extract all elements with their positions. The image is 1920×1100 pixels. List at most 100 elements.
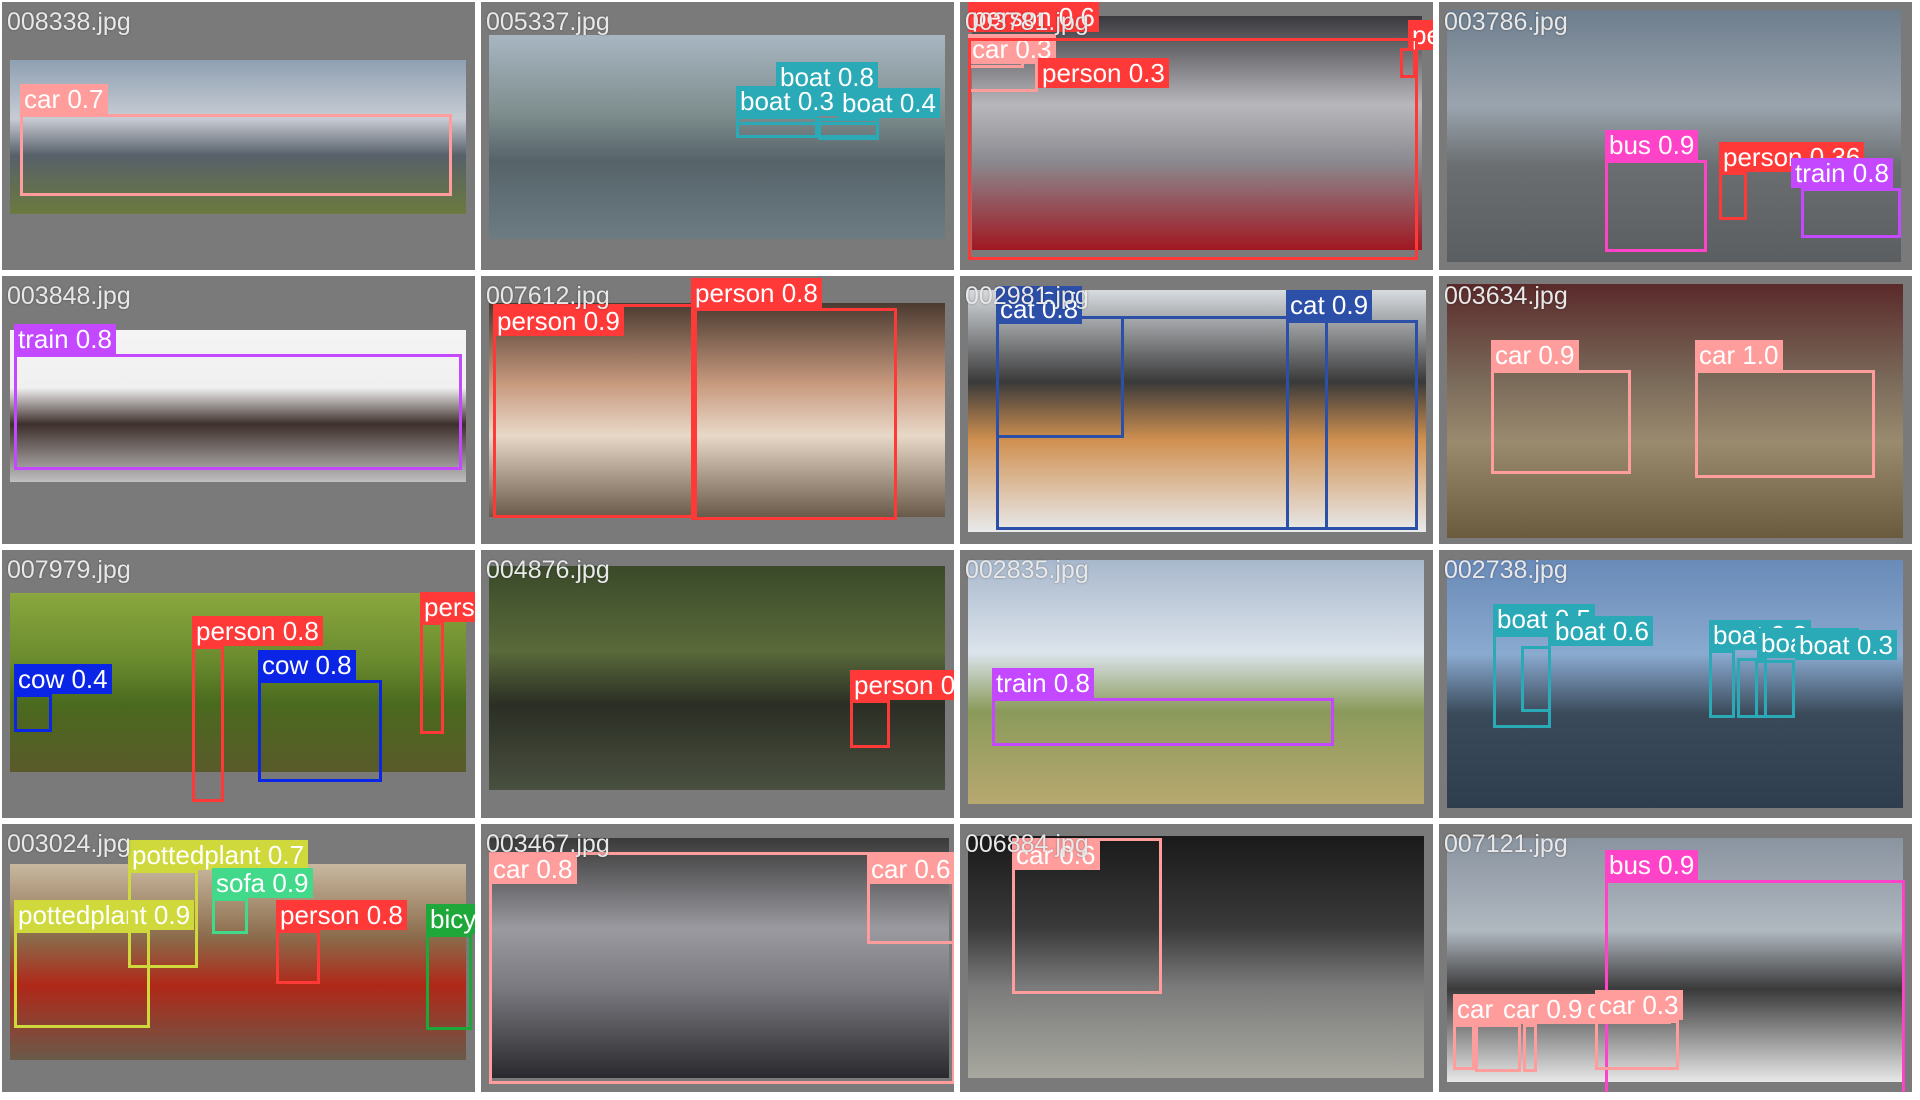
filename-label: 004876.jpg (486, 556, 610, 584)
detection-label-car: car 0.8 (489, 854, 577, 884)
detection-box-boat (1521, 646, 1551, 712)
detection-box-boat (1709, 650, 1735, 718)
filename-label: 008338.jpg (7, 8, 131, 36)
tile-003848-jpg[interactable]: train 0.8 003848.jpg (2, 276, 475, 544)
filename-label: 002835.jpg (965, 556, 1089, 584)
detection-box-pottedplant (14, 930, 150, 1028)
tile-002835-jpg[interactable]: train 0.8 002835.jpg (960, 550, 1433, 818)
detection-label-person: person 0.8 (276, 900, 407, 930)
filename-label: 005337.jpg (486, 8, 610, 36)
detection-box-person (691, 308, 897, 520)
tile-006884-jpg[interactable]: car 0.6 006884.jpg (960, 824, 1433, 1092)
detection-box-cow (14, 694, 52, 732)
detection-box-car (1475, 1024, 1521, 1072)
detection-box-sofa (212, 898, 248, 934)
detection-box-cat (996, 316, 1328, 530)
tile-007612-jpg[interactable]: person 0.9 person 0.8 007612.jpg (481, 276, 954, 544)
filename-label: 006884.jpg (965, 830, 1089, 858)
detection-box-boat (736, 122, 879, 138)
detection-label-car: car 0.6 (867, 854, 954, 884)
detection-label-pottedplant: pottedplant 0.7 (128, 840, 309, 870)
tile-003786-jpg[interactable]: bus 0.9 person 0.36 train 0.8 003786.jpg (1439, 2, 1912, 270)
detection-box-car (1523, 1024, 1537, 1072)
filename-label: 003781.jpg (965, 8, 1089, 36)
detection-box-car (20, 114, 452, 196)
detection-label-cow: cow 0.8 (258, 650, 356, 680)
detection-box-cat (1286, 320, 1418, 530)
detection-box-boat (1737, 658, 1767, 718)
photo-scene (968, 290, 1426, 532)
detection-box-car (1491, 370, 1631, 474)
filename-label: 007121.jpg (1444, 830, 1568, 858)
detection-label-boat: boat 0.8 (776, 62, 878, 92)
detection-label-train: train 0.8 (992, 668, 1094, 698)
detection-label-pottedplant: pottedplant 0.9 (14, 900, 195, 930)
detection-label-car: car 0.9 (1491, 340, 1579, 370)
detection-box-bus (1605, 160, 1707, 252)
filename-label: 002738.jpg (1444, 556, 1568, 584)
detection-label-person: person 0.8 (192, 616, 323, 646)
photo (968, 836, 1424, 1078)
detection-label-train: train 0.8 (14, 324, 116, 354)
photo-scene (968, 836, 1424, 1078)
detection-box-train (992, 698, 1334, 746)
detection-label-bus: bus 0.9 (1605, 850, 1699, 880)
tile-003467-jpg[interactable]: car 0.8 car 0.6 003467.jpg (481, 824, 954, 1092)
tile-008338-jpg[interactable]: car 0.7 008338.jpg (2, 2, 475, 270)
filename-label: 007979.jpg (7, 556, 131, 584)
detection-box-person (493, 304, 697, 518)
filename-label: 003786.jpg (1444, 8, 1568, 36)
tile-003024-jpg[interactable]: pottedplant 0.9 pottedplant 0.7 sofa 0.9 pe… (2, 824, 475, 1092)
detection-label-cat: cat 0.9 (1286, 290, 1373, 320)
tile-004876-jpg[interactable]: person 0.3 004876.jpg (481, 550, 954, 818)
detection-label-cat: cat 0.8 (996, 294, 1083, 324)
detection-box-person (1719, 172, 1747, 220)
detection-label-boat: boat 0.4 (838, 88, 940, 118)
detection-box-pottedplant (128, 870, 198, 968)
detection-label-person: person 0.3 (1038, 58, 1169, 88)
filename-label: 003467.jpg (486, 830, 610, 858)
detection-box-car (1012, 838, 1162, 994)
photo (489, 303, 945, 517)
detection-label-car: car 0.9 (1499, 994, 1587, 1024)
detection-label-bicycle: bicycle 0.8 (426, 904, 475, 934)
tile-005337-jpg[interactable]: boat 0.3 boat 0.4 boat 0.8 005337.jpg (481, 2, 954, 270)
detection-label-car: car 0.7 (20, 84, 108, 114)
detection-label-person: person 0.9 (493, 306, 624, 336)
detection-label-bus: bus 0.9 (1605, 130, 1699, 160)
detection-label-car: car 0.3 (1595, 990, 1683, 1020)
detection-label-boat: boat 0.3 (1795, 630, 1897, 660)
tile-007979-jpg[interactable]: cow 0.4 person 0.8 cow 0.8 person 0.8 007979… (2, 550, 475, 818)
detection-label-car: car 0.6 (1012, 840, 1100, 870)
detection-label-person: person 0.6 (968, 2, 1099, 32)
filename-label: 003024.jpg (7, 830, 131, 858)
detection-label-person: person 0.8 (420, 592, 475, 622)
detection-label-person: person 0.8 (691, 278, 822, 308)
detection-box-car (1453, 1024, 1475, 1070)
detection-box-person (192, 646, 224, 802)
photo-scene (1447, 284, 1903, 538)
detection-label-car: car 1.0 (1695, 340, 1783, 370)
filename-label: 002981.jpg (965, 282, 1089, 310)
detection-box-person (850, 700, 890, 748)
detection-box-train (14, 354, 462, 470)
tile-003634-jpg[interactable]: car 0.9 car 1.0 003634.jpg (1439, 276, 1912, 544)
detection-box-cow (258, 680, 382, 782)
detection-box-train (1801, 188, 1901, 238)
photo (1447, 284, 1903, 538)
detection-box-car (1695, 370, 1875, 478)
detection-label-sofa: sofa 0.9 (212, 868, 313, 898)
detection-label-cow: cow 0.4 (14, 664, 112, 694)
detection-box-car (867, 852, 954, 944)
detection-box-boat (1755, 660, 1795, 718)
detection-box-car (489, 852, 954, 1084)
detection-box-person (420, 622, 444, 734)
photo-scene (489, 303, 945, 517)
detection-label-person: person 0.3 (850, 670, 954, 700)
photo (968, 290, 1426, 532)
